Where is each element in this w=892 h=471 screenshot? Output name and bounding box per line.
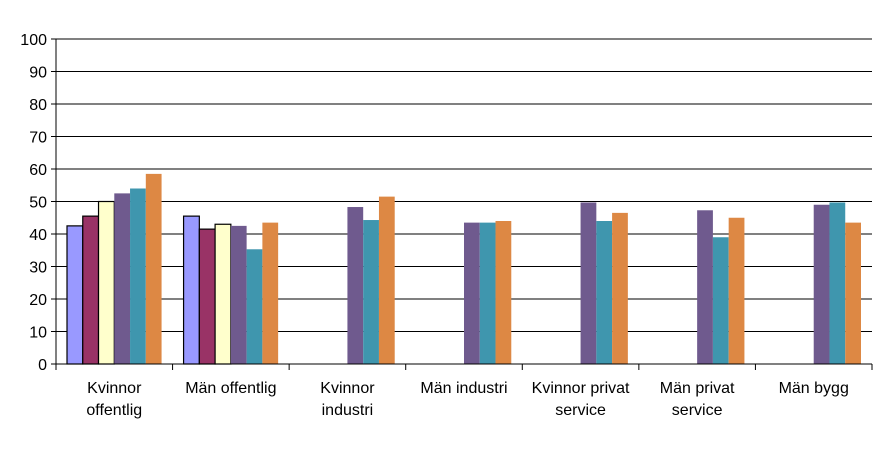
y-tick-label: 100 (20, 32, 47, 49)
x-tick-label-line: service (672, 402, 723, 419)
y-tick-label: 40 (29, 227, 47, 244)
bar (97, 200, 115, 365)
y-tick-label: 60 (29, 162, 47, 179)
bar (66, 225, 84, 365)
bar (363, 220, 379, 364)
bar (479, 222, 496, 364)
x-tick-label: Kvinnor privat service (532, 380, 630, 419)
bar (198, 228, 216, 365)
bar (114, 193, 131, 364)
bar (130, 188, 146, 364)
x-tick-label: Kvinnor offentlig (86, 380, 142, 419)
bar (262, 222, 279, 364)
bar (347, 207, 364, 364)
bar (612, 212, 628, 364)
bar (214, 223, 232, 365)
x-tick-label-line: Män offentlig (185, 380, 276, 397)
y-tick-label: 50 (29, 195, 47, 212)
x-tick-label-line: service (555, 402, 606, 419)
x-tick-label: Män industri (420, 380, 507, 397)
bar (495, 221, 512, 364)
y-tick-label: 90 (29, 65, 47, 82)
bar (813, 204, 830, 364)
x-tick-label-line: industri (322, 402, 374, 419)
bar (580, 202, 597, 364)
x-tick-label: Män bygg (779, 380, 849, 397)
y-tick-label: 70 (29, 130, 47, 147)
x-tick-label-line: Män industri (420, 380, 507, 397)
y-tick-label: 20 (29, 292, 47, 309)
bar (246, 249, 263, 364)
bar (596, 221, 613, 364)
bar (464, 222, 480, 364)
bar (82, 215, 100, 365)
x-tick-label-line: Kvinnor (320, 380, 375, 397)
x-tick-label: Män privat service (660, 380, 735, 419)
bar (145, 173, 162, 364)
bar (829, 202, 846, 364)
y-tick-label: 80 (29, 97, 47, 114)
x-tick-label-line: Män privat (660, 380, 735, 397)
bar (378, 196, 395, 364)
y-tick-label: 30 (29, 260, 47, 277)
x-tick-label: Män offentlig (185, 380, 276, 397)
x-tick-label-line: Kvinnor (87, 380, 142, 397)
bar (182, 215, 200, 365)
bar (845, 222, 861, 364)
x-tick-label-line: Kvinnor privat (532, 380, 630, 397)
bar (712, 237, 729, 364)
y-tick-label: 0 (38, 357, 47, 374)
x-tick-label-line: offentlig (86, 402, 142, 419)
bar (728, 217, 745, 364)
y-tick-label: 10 (29, 325, 47, 342)
bar (230, 225, 247, 364)
x-tick-label: Kvinnor industri (320, 380, 375, 419)
x-tick-label-line: Män bygg (779, 380, 849, 397)
bar (697, 210, 713, 364)
